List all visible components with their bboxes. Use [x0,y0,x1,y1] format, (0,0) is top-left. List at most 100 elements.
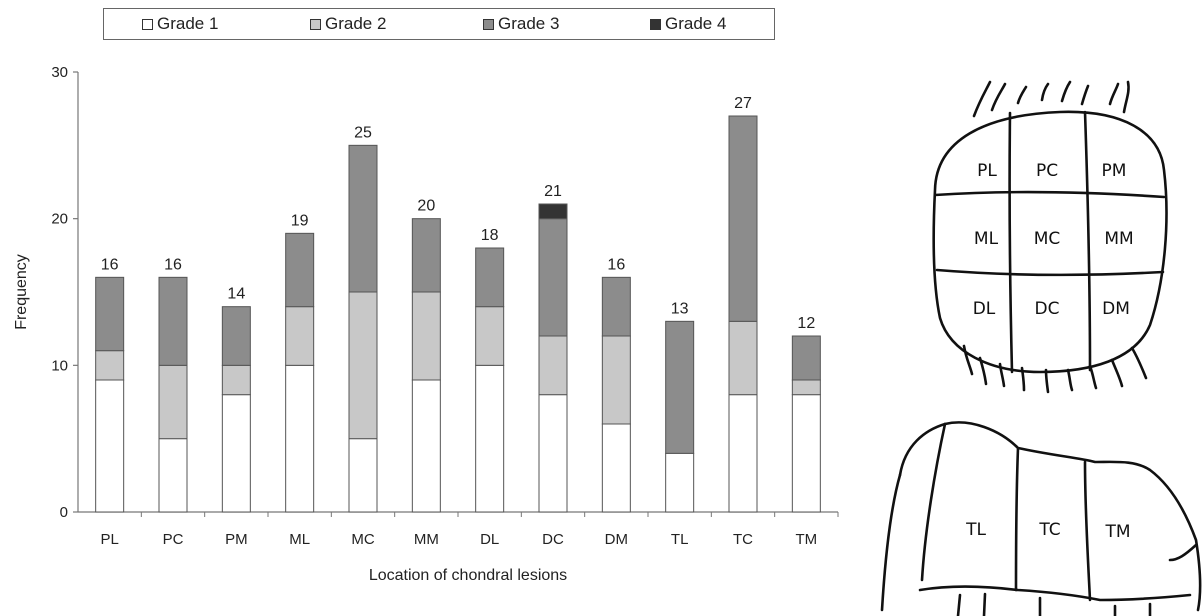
legend-item-grade-1: Grade 1 [142,15,218,33]
bar-segment-ml-grade-1 [285,364,315,513]
y-tick-label: 20 [51,211,68,228]
legend-label-grade-3: Grade 3 [498,14,560,33]
region-label-pl: PL [977,161,997,181]
region-label-tc: TC [1038,520,1060,540]
legend-label-grade-1: Grade 1 [157,14,219,33]
x-tick-label-tc: TC [733,531,753,548]
region-label-mm: MM [1104,229,1133,249]
legend-label-grade-4: Grade 4 [665,14,727,33]
trochlea-divider-3 [1083,460,1092,602]
bar-total-label-pl: 16 [101,256,119,273]
trochlea-left-edge [880,473,902,612]
bar-segment-pc-grade-1 [158,438,188,513]
x-axis-title: Location of chondral lesions [369,567,567,584]
trochlea-lower-strokes [956,592,1152,616]
bar-segment-mc-grade-3 [348,144,378,293]
bar-total-label-ml: 19 [291,212,309,229]
legend-item-grade-2: Grade 2 [310,15,386,33]
bar-segment-pl-grade-2 [95,350,125,381]
y-axis-title: Frequency [13,254,30,330]
x-tick-label-pm: PM [225,531,248,548]
region-label-dm: DM [1102,299,1130,319]
chart-panel: Grade 1 Grade 2 Grade 3 Grade 4 0 10 20 30 F… [13,8,839,584]
patella-outline [932,110,1168,374]
x-tick-label-dm: DM [605,531,628,548]
bar-segment-dl-grade-1 [475,364,505,513]
bar-segment-mm-grade-1 [411,379,441,513]
bar-segment-tc-grade-1 [728,394,758,513]
lower-hair-strokes [962,344,1148,394]
bar-segment-tl-grade-1 [665,452,695,513]
y-tick-label: 0 [60,504,68,521]
x-tick-label-mm: MM [414,531,439,548]
bar-total-label-dl: 18 [481,227,499,244]
bar-segment-pm-grade-2 [221,364,251,396]
legend-swatch-grade-4 [650,18,661,30]
bar-segment-pl-grade-3 [95,276,125,352]
y-tick-label: 30 [51,64,68,81]
bar-total-label-mc: 25 [354,124,372,141]
trochlea-right-notch [1168,543,1198,562]
bar-total-label-tl: 13 [671,300,689,317]
bar-segment-tc-grade-2 [728,320,758,396]
bar-segment-pc-grade-2 [158,364,188,440]
region-label-dc: DC [1035,299,1060,319]
trochlea-divider-1 [920,422,947,582]
x-tick-label-tm: TM [795,531,817,548]
y-tick-label: 10 [51,357,68,374]
bar-segment-mm-grade-2 [411,291,441,381]
x-tick-label-dl: DL [480,531,499,548]
trochlea-divider-2 [1014,446,1020,592]
legend-item-grade-3: Grade 3 [483,15,559,33]
region-label-tl: TL [965,520,986,540]
bar-segment-pl-grade-1 [95,379,125,513]
bar-total-label-dc: 21 [544,183,562,200]
bar-segment-pm-grade-3 [221,306,251,366]
bar-segment-pm-grade-1 [221,394,251,513]
x-tick-label-tl: TL [671,531,689,548]
bar-segment-tm-grade-1 [791,394,821,513]
bar-total-label-tm: 12 [797,315,815,332]
bar-total-label-dm: 16 [607,256,625,273]
bar-total-label-tc: 27 [734,95,752,112]
chart-legend: Grade 1 Grade 2 Grade 3 Grade 4 [103,8,775,40]
patella-divider-3 [933,190,1166,199]
trochlea-outline [898,421,1202,612]
x-tick-label-ml: ML [289,531,310,548]
bar-segment-dl-grade-3 [475,247,505,308]
bar-segment-tc-grade-3 [728,115,758,322]
bar-segment-dm-grade-1 [601,423,631,513]
x-tick-label-mc: MC [351,531,374,548]
knee-region-diagram: PL PC PM ML MC MM DL DC DM TL TC TM [880,80,1202,616]
patella-divider-2 [1083,110,1092,372]
x-tick-label-pc: PC [163,531,184,548]
bar-total-label-mm: 20 [417,198,435,215]
bar-segment-mm-grade-3 [411,218,441,293]
patella-divider-4 [935,268,1165,277]
bar-total-label-pm: 14 [227,286,245,303]
bar-segment-dc-grade-4 [538,203,568,220]
region-label-tm: TM [1104,522,1130,542]
region-label-ml: ML [974,229,999,249]
bar-segment-dc-grade-3 [538,218,568,337]
bar-segment-tl-grade-3 [665,320,695,454]
upper-hair-strokes [972,80,1130,118]
bar-segment-mc-grade-2 [348,291,378,440]
region-label-pc: PC [1036,161,1058,181]
chart-plot: 0 10 20 30 Frequency Location of chondral les… [13,64,839,584]
bar-segment-dm-grade-2 [601,335,631,425]
legend-swatch-grade-1 [142,18,153,30]
bar-segment-dc-grade-2 [538,335,568,396]
legend-item-grade-4: Grade 4 [650,15,726,33]
bar-total-label-pc: 16 [164,256,182,273]
region-label-mc: MC [1034,229,1061,249]
legend-swatch-grade-3 [483,18,494,30]
bar-segment-dl-grade-2 [475,306,505,366]
legend-label-grade-2: Grade 2 [325,14,387,33]
bar-segment-dc-grade-1 [538,394,568,513]
bar-segment-mc-grade-1 [348,438,378,513]
legend-swatch-grade-2 [310,18,321,30]
bar-segment-ml-grade-3 [285,232,315,308]
trochlea-bottom-line [918,585,1192,602]
patella-divider-1 [1008,111,1014,374]
